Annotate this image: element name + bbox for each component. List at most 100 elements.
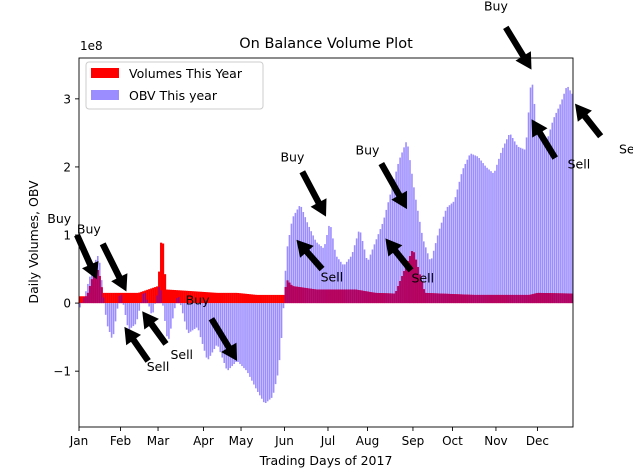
overlap-bar [385, 293, 388, 304]
overlap-bar [529, 294, 532, 304]
obv-bar [322, 247, 324, 304]
overlap-bar [413, 252, 415, 304]
obv-bar [292, 216, 295, 304]
buy-annotation-label: Buy [280, 149, 304, 164]
obv-bar [434, 243, 437, 304]
obv-bar [334, 249, 336, 304]
obv-bar [225, 303, 227, 369]
volume-bar [246, 294, 250, 304]
obv-bar [361, 240, 364, 304]
sell-arrow [296, 239, 325, 272]
obv-bar [480, 160, 482, 304]
overlap-bar [118, 295, 121, 304]
y-tick-label: 0 [63, 297, 71, 311]
overlap-bar [294, 286, 297, 304]
sell-arrow [124, 326, 151, 363]
obv-bar [274, 303, 277, 385]
overlap-bar [314, 289, 316, 304]
overlap-bar [500, 294, 502, 304]
legend-swatch-volumes [91, 68, 119, 78]
obv-bar [397, 163, 399, 304]
overlap-bar [498, 294, 500, 304]
overlap-bar [567, 293, 569, 304]
volume-bar [187, 290, 190, 304]
obv-bar [458, 181, 461, 304]
obv-bar [567, 86, 569, 304]
overlap-bar [417, 267, 419, 304]
overlap-bar [347, 289, 350, 304]
obv-bar [324, 244, 326, 304]
obv-bar [454, 197, 457, 304]
obv-bar [201, 303, 204, 344]
volume-bar [136, 292, 139, 304]
obv-bar [170, 303, 172, 329]
overlap-bar [142, 293, 145, 304]
obv-bar [318, 244, 320, 304]
obv-bar [304, 217, 307, 304]
obv-bar [314, 239, 316, 304]
volume-bar [130, 292, 133, 304]
volume-bar [140, 291, 143, 304]
overlap-bar [351, 289, 354, 304]
obv-bar [365, 257, 368, 304]
sell-arrow [531, 119, 558, 160]
volume-bar [219, 292, 222, 304]
overlap-bar [533, 293, 536, 304]
obv-bar [148, 303, 150, 307]
overlap-bar [338, 289, 340, 304]
overlap-bar [545, 293, 548, 304]
volume-bar [250, 294, 254, 304]
overlap-bar [543, 293, 546, 304]
volume-bar [138, 292, 141, 304]
volume-bar [193, 291, 196, 304]
overlap-bar [144, 292, 146, 304]
overlap-bar [434, 293, 437, 304]
volume-bar [264, 294, 267, 304]
overlap-bar [559, 293, 561, 304]
volume-bar [229, 292, 232, 304]
overlap-bar [316, 289, 318, 304]
obv-bar [134, 303, 137, 325]
obv-bar [375, 239, 378, 304]
obv-bar [286, 246, 289, 304]
obv-bar [472, 154, 474, 304]
obv-bar [174, 303, 176, 309]
obv-bar [249, 303, 251, 377]
overlap-bar [423, 289, 425, 304]
overlap-bar [494, 294, 496, 304]
obv-bar [561, 99, 563, 304]
volume-bar [262, 294, 265, 304]
overlap-bar [436, 293, 439, 304]
sell-annotation-label: Sell [321, 269, 344, 284]
obv-bar [211, 303, 214, 353]
overlap-bar [284, 287, 287, 304]
obv-bar [340, 261, 342, 304]
overlap-bar [519, 294, 522, 304]
overlap-bar [365, 291, 368, 304]
volume-bar [278, 294, 281, 304]
volume-bar [114, 292, 117, 304]
overlap-bar [401, 276, 403, 304]
obv-bar [401, 152, 403, 304]
volume-bar [282, 294, 285, 304]
obv-bar [502, 147, 504, 304]
volume-bar [185, 290, 188, 304]
obv-bar [245, 303, 247, 371]
volume-bar [215, 292, 218, 304]
volume-bar [161, 243, 165, 304]
overlap-bar [296, 286, 299, 304]
annotations: BuyBuySellSellBuySellBuySellBuyBuySellSe… [47, 0, 633, 374]
overlap-bar [488, 294, 490, 304]
volume-bar [160, 242, 163, 304]
overlap-bar [353, 289, 356, 304]
obv-bar [128, 303, 131, 330]
obv-bar [270, 303, 273, 398]
volume-bar [256, 294, 260, 304]
obv-bar [359, 232, 362, 304]
obv-bar [172, 303, 174, 319]
volume-bar [272, 294, 275, 304]
legend: Volumes This Year OBV This year [85, 61, 264, 110]
obv-bar [488, 169, 490, 304]
buy-annotation-label: Buy [186, 292, 210, 307]
overlap-bar [399, 281, 401, 304]
